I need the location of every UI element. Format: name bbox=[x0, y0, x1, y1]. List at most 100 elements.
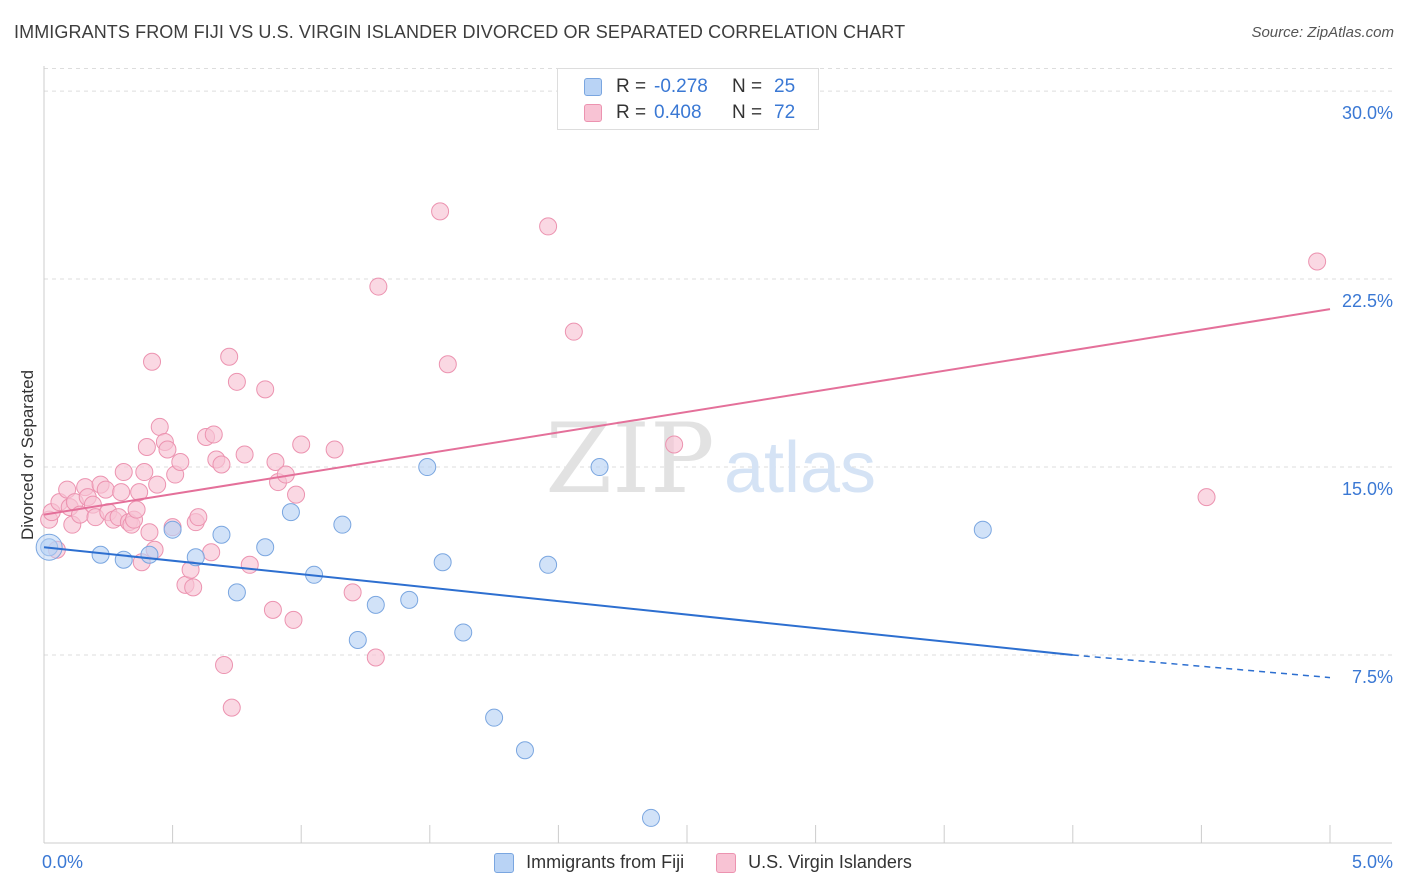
trend-lines bbox=[43, 308, 1331, 679]
legend-label-vi: U.S. Virgin Islanders bbox=[748, 852, 912, 872]
legend-r-value: -0.278 bbox=[654, 76, 708, 97]
data-point-fiji bbox=[333, 515, 352, 534]
data-point-vi bbox=[96, 480, 115, 499]
data-point-fiji bbox=[256, 538, 275, 557]
data-point-vi bbox=[112, 483, 131, 502]
data-point-vi bbox=[256, 380, 275, 399]
legend-r-label: R = bbox=[616, 76, 647, 97]
data-point-fiji bbox=[186, 548, 205, 567]
data-point-vi bbox=[135, 463, 154, 482]
data-point-fiji bbox=[140, 545, 159, 564]
data-point-vi bbox=[369, 277, 388, 296]
data-point-vi bbox=[212, 455, 231, 474]
data-point-vi bbox=[127, 500, 146, 519]
y-tick-label: 15.0% bbox=[1341, 479, 1393, 500]
data-point-vi bbox=[284, 610, 303, 629]
data-point-vi bbox=[202, 543, 221, 562]
data-point-vi bbox=[287, 485, 306, 504]
data-point-vi bbox=[235, 445, 254, 464]
legend-swatch-fiji bbox=[494, 852, 515, 873]
data-point-vi bbox=[222, 698, 241, 717]
data-point-vi bbox=[227, 372, 246, 391]
data-point-vi bbox=[148, 475, 167, 494]
y-tick-label: 22.5% bbox=[1341, 291, 1393, 312]
data-point-vi bbox=[184, 578, 203, 597]
data-point-vi bbox=[292, 435, 311, 454]
data-point-fiji bbox=[590, 458, 609, 477]
axes bbox=[43, 66, 1392, 844]
data-point-vi bbox=[263, 600, 282, 619]
series-legend: Immigrants from Fiji U.S. Virgin Islande… bbox=[0, 852, 1406, 873]
data-point-fiji bbox=[348, 630, 367, 649]
data-point-fiji bbox=[418, 458, 437, 477]
data-point-vi bbox=[1197, 488, 1216, 507]
series-vi-points bbox=[40, 202, 1327, 717]
data-point-fiji bbox=[485, 708, 504, 727]
data-point-vi bbox=[150, 417, 169, 436]
legend-item-fiji[interactable]: Immigrants from Fiji bbox=[494, 852, 684, 873]
data-point-vi bbox=[215, 656, 234, 675]
legend-n-label: N = bbox=[732, 76, 763, 97]
watermark-zip: ZIP bbox=[545, 403, 714, 515]
data-point-fiji bbox=[163, 520, 182, 539]
data-point-fiji bbox=[114, 550, 133, 569]
data-point-vi bbox=[438, 355, 457, 374]
data-point-vi bbox=[171, 453, 190, 472]
x-tick-label: 0.0% bbox=[42, 852, 84, 872]
data-point-fiji bbox=[539, 555, 558, 574]
source-label: Source: ZipAtlas.com bbox=[1251, 24, 1394, 41]
data-point-vi bbox=[220, 347, 239, 366]
data-point-vi bbox=[143, 352, 162, 371]
data-point-fiji bbox=[400, 590, 419, 609]
data-point-fiji bbox=[973, 520, 992, 539]
y-tick-label: 7.5% bbox=[1351, 667, 1393, 688]
data-point-fiji bbox=[641, 808, 660, 827]
data-point-vi bbox=[114, 463, 133, 482]
data-point-fiji bbox=[227, 583, 246, 602]
data-point-vi bbox=[240, 555, 259, 574]
data-point-vi bbox=[189, 508, 208, 527]
trend-line-vi bbox=[43, 308, 1331, 516]
trend-line-fiji bbox=[43, 546, 1073, 657]
series-fiji-points bbox=[35, 458, 992, 827]
data-point-fiji bbox=[281, 503, 300, 522]
data-point-vi bbox=[343, 583, 362, 602]
legend-label-fiji: Immigrants from Fiji bbox=[526, 852, 685, 872]
data-point-vi bbox=[325, 440, 344, 459]
data-point-fiji bbox=[366, 595, 385, 614]
data-point-fiji bbox=[454, 623, 473, 642]
data-point-vi bbox=[1308, 252, 1327, 271]
data-point-vi bbox=[266, 453, 285, 472]
chart-title: IMMIGRANTS FROM FIJI VS U.S. VIRGIN ISLA… bbox=[14, 22, 906, 42]
data-point-fiji bbox=[515, 741, 534, 760]
legend-item-vi[interactable]: U.S. Virgin Islanders bbox=[716, 852, 912, 873]
data-point-vi bbox=[665, 435, 684, 454]
watermark: ZIP atlas bbox=[545, 403, 876, 515]
data-point-vi bbox=[539, 217, 558, 236]
legend-row-fiji: R = -0.278 N = 25 bbox=[584, 75, 795, 99]
trend-line-fiji-extension bbox=[1072, 654, 1331, 679]
legend-swatch-fiji bbox=[584, 78, 602, 96]
legend-n-value: 72 bbox=[774, 102, 796, 123]
data-point-fiji bbox=[212, 525, 231, 544]
watermark-atlas: atlas bbox=[724, 428, 876, 508]
stats-legend: R = -0.278 N = 25 R = 0.408 N = 72 bbox=[557, 68, 819, 130]
data-point-fiji bbox=[433, 553, 452, 572]
legend-row-vi: R = 0.408 N = 72 bbox=[584, 101, 795, 125]
data-point-vi bbox=[366, 648, 385, 667]
data-point-vi bbox=[431, 202, 450, 221]
legend-r-value: 0.408 bbox=[654, 102, 702, 123]
legend-swatch-vi bbox=[716, 852, 737, 873]
legend-n-label: N = bbox=[732, 102, 763, 123]
data-point-vi bbox=[564, 322, 583, 341]
data-point-vi bbox=[137, 437, 156, 456]
data-point-vi bbox=[130, 483, 149, 502]
data-point-vi bbox=[140, 523, 159, 542]
legend-swatch-vi bbox=[584, 104, 602, 122]
legend-n-value: 25 bbox=[774, 76, 796, 97]
legend-r-label: R = bbox=[616, 102, 647, 123]
data-point-vi bbox=[158, 440, 177, 459]
y-tick-label: 30.0% bbox=[1341, 103, 1393, 124]
x-tick-label: 5.0% bbox=[1351, 852, 1393, 872]
